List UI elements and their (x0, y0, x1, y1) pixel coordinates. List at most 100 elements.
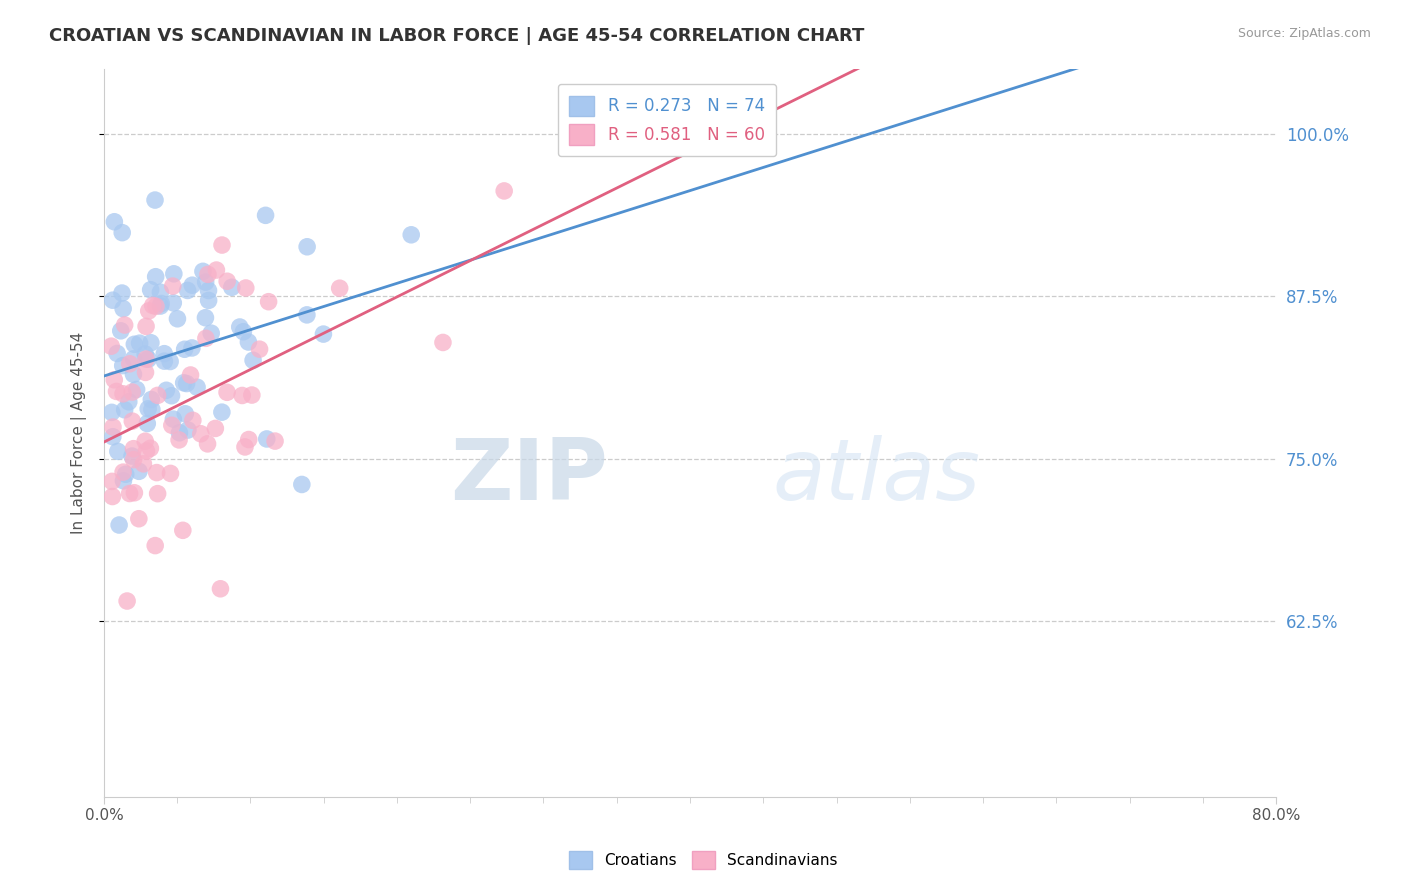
Point (145, 299, 167, 313)
Point (194, 310, 217, 325)
Point (238, 334, 260, 349)
Point (139, 283, 162, 297)
Y-axis label: In Labor Force | Age 45-54: In Labor Force | Age 45-54 (72, 332, 87, 533)
Point (231, 388, 253, 402)
Point (139, 335, 162, 350)
Point (204, 421, 226, 435)
Point (172, 524, 194, 538)
Point (111, 359, 134, 373)
Point (146, 486, 169, 500)
Point (112, 465, 135, 479)
Point (197, 268, 219, 282)
Point (186, 380, 208, 394)
Point (101, 475, 124, 489)
Point (121, 449, 143, 463)
Point (112, 301, 135, 316)
Point (167, 433, 190, 447)
Point (112, 386, 135, 401)
Point (134, 434, 156, 449)
Point (111, 286, 134, 301)
Point (111, 226, 134, 240)
Point (197, 437, 219, 451)
Point (209, 582, 232, 596)
Point (211, 238, 233, 252)
Point (128, 464, 150, 478)
Point (121, 414, 143, 428)
Point (160, 389, 183, 403)
Point (134, 365, 156, 379)
Point (162, 296, 184, 310)
Point (141, 402, 163, 417)
Point (238, 433, 260, 447)
Point (105, 384, 128, 399)
Point (197, 284, 219, 298)
Point (101, 420, 124, 434)
Point (134, 347, 156, 361)
Point (125, 383, 148, 397)
Point (122, 442, 145, 456)
Point (205, 263, 228, 277)
Point (135, 319, 157, 334)
Point (149, 285, 172, 300)
Point (100, 339, 122, 353)
Point (256, 432, 278, 446)
Point (235, 281, 257, 295)
Point (114, 402, 136, 417)
Point (159, 354, 181, 368)
Point (155, 384, 177, 398)
Point (115, 594, 138, 608)
Point (138, 304, 160, 318)
Point (399, 227, 422, 242)
Point (122, 368, 145, 382)
Point (162, 412, 184, 426)
Point (264, 434, 287, 448)
Point (121, 385, 143, 400)
Point (108, 518, 131, 533)
Point (180, 368, 202, 382)
Point (174, 407, 197, 421)
Text: Source: ZipAtlas.com: Source: ZipAtlas.com (1237, 27, 1371, 40)
Point (101, 430, 124, 444)
Point (141, 392, 163, 407)
Point (153, 347, 176, 361)
Point (107, 444, 129, 458)
Point (190, 426, 212, 441)
Point (176, 284, 198, 298)
Point (221, 280, 243, 294)
Point (103, 373, 125, 387)
Point (257, 294, 280, 309)
Point (118, 394, 141, 409)
Point (181, 278, 204, 293)
Point (132, 457, 155, 471)
Point (291, 477, 314, 491)
Point (197, 293, 219, 308)
Point (128, 512, 150, 526)
Point (101, 293, 124, 308)
Text: ZIP: ZIP (450, 434, 607, 517)
Point (176, 376, 198, 391)
Point (295, 308, 318, 322)
Point (432, 335, 454, 350)
Point (173, 343, 195, 357)
Point (150, 296, 173, 310)
Point (112, 474, 135, 488)
Point (136, 401, 159, 416)
Point (194, 331, 217, 345)
Point (240, 388, 263, 402)
Point (143, 193, 166, 207)
Point (191, 264, 214, 278)
Point (215, 385, 238, 400)
Point (128, 336, 150, 351)
Point (145, 269, 167, 284)
Text: atlas: atlas (772, 434, 980, 517)
Point (211, 405, 233, 419)
Point (166, 311, 188, 326)
Point (200, 326, 222, 341)
Point (295, 240, 318, 254)
Point (177, 423, 200, 437)
Point (139, 442, 162, 456)
Point (124, 337, 146, 351)
Point (194, 275, 217, 289)
Point (229, 320, 252, 334)
Legend: Croatians, Scandinavians: Croatians, Scandinavians (562, 845, 844, 875)
